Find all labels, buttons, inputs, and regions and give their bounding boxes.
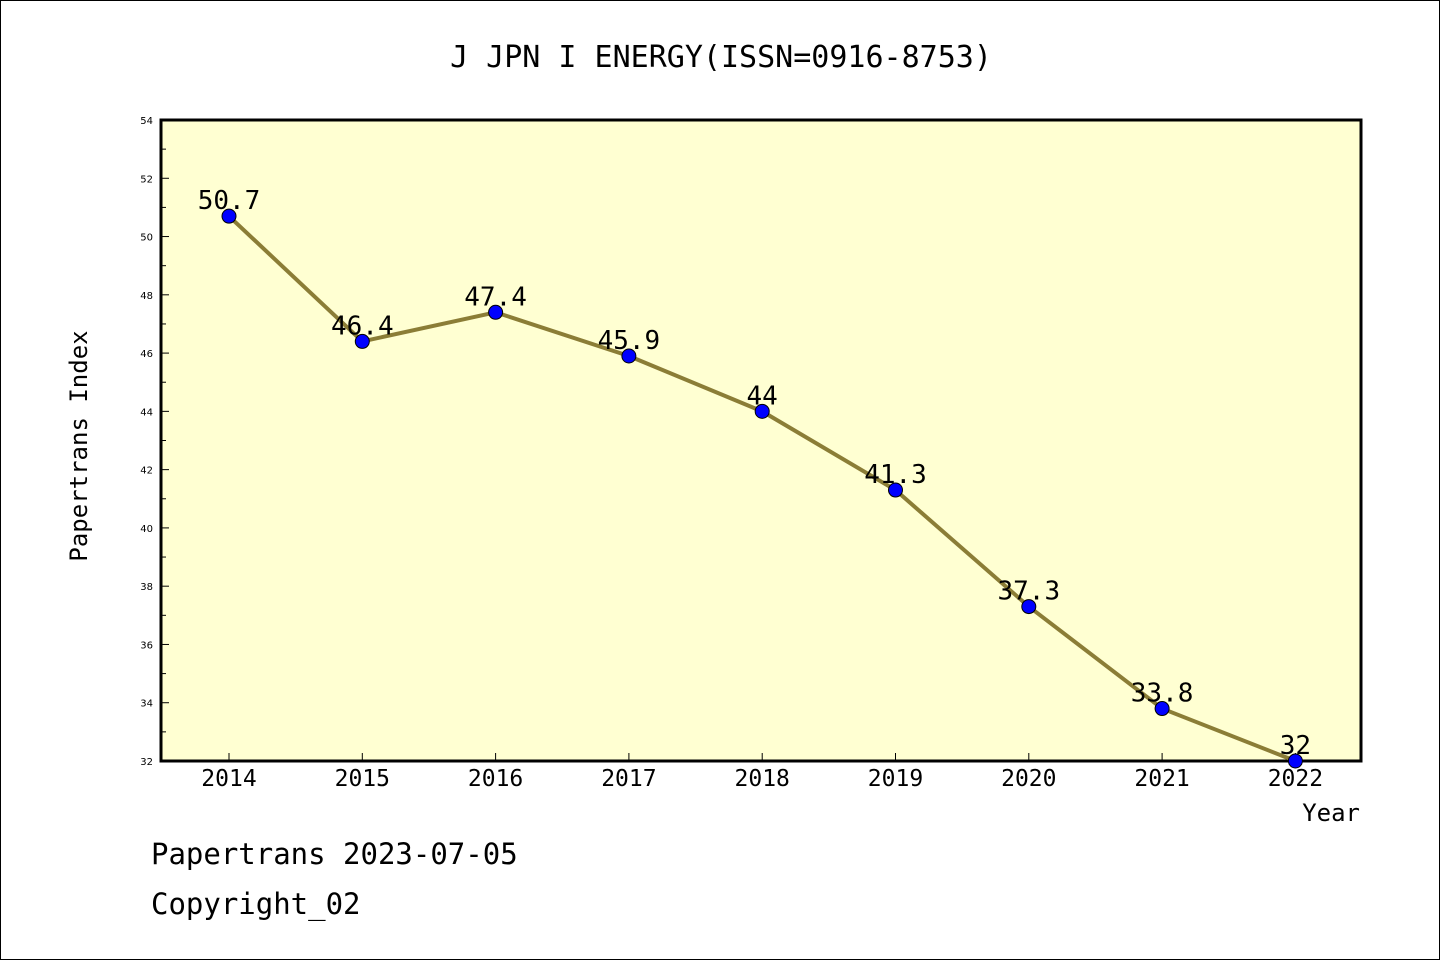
x-axis: 2014 2015 2016 2017 2018 2019 2020 2021 2022: [201, 753, 1323, 792]
footer-copyright: Copyright_02: [151, 887, 361, 922]
y-tick-label: 50: [140, 233, 153, 244]
data-label: 50.7: [198, 186, 261, 216]
x-axis-title: Year: [1302, 799, 1360, 827]
data-label-layer: 50.7 46.4 47.4 45.9 44 41.3 37.3 33.8 32: [198, 186, 1311, 761]
x-tick-label: 2016: [468, 766, 523, 792]
data-point: [354, 333, 370, 349]
y-tick-label: 40: [140, 524, 153, 535]
data-point: [1287, 753, 1303, 769]
y-axis-title: Papertrans Index: [65, 330, 93, 561]
x-tick-label: 2018: [735, 766, 790, 792]
y-tick-label: 46: [140, 349, 153, 360]
x-tick-label: 2021: [1134, 766, 1189, 792]
data-label: 44: [747, 381, 778, 411]
y-tick-label: 34: [140, 699, 153, 710]
plot-area: [159, 118, 1363, 763]
data-label: 41.3: [864, 460, 927, 490]
y-tick-label: 36: [140, 640, 153, 651]
data-point: [754, 403, 770, 419]
series-layer: [221, 208, 1303, 769]
x-tick-label: 2020: [1001, 766, 1056, 792]
data-label: 47.4: [464, 282, 527, 312]
x-tick-label: 2015: [335, 766, 390, 792]
data-label: 32: [1280, 731, 1311, 761]
y-tick-label: 44: [140, 407, 153, 418]
data-point: [621, 348, 637, 364]
y-tick-label: 48: [140, 291, 153, 302]
data-point: [888, 482, 903, 498]
y-axis: 32 34 36 38 40 42 44 46 48 50 52 54: [140, 116, 169, 768]
y-tick-label: 54: [140, 116, 153, 127]
data-label: 46.4: [331, 311, 394, 341]
data-point: [488, 304, 504, 320]
y-tick-label: 32: [140, 757, 153, 768]
x-tick-label: 2017: [601, 766, 656, 792]
x-tick-label: 2022: [1268, 766, 1323, 792]
data-point: [221, 208, 237, 224]
chart-title: J JPN I ENERGY(ISSN=0916-8753): [450, 40, 992, 75]
y-tick-label: 42: [140, 466, 153, 477]
data-point: [1021, 599, 1037, 615]
data-label: 37.3: [997, 577, 1060, 607]
y-tick-label: 38: [140, 582, 153, 593]
x-tick-label: 2019: [868, 766, 923, 792]
x-tick-label: 2014: [201, 766, 256, 792]
footer-date: Papertrans 2023-07-05: [151, 837, 518, 871]
data-point: [1154, 701, 1170, 717]
data-label: 45.9: [598, 326, 661, 356]
y-tick-label: 52: [140, 174, 153, 185]
data-label: 33.8: [1131, 679, 1194, 709]
